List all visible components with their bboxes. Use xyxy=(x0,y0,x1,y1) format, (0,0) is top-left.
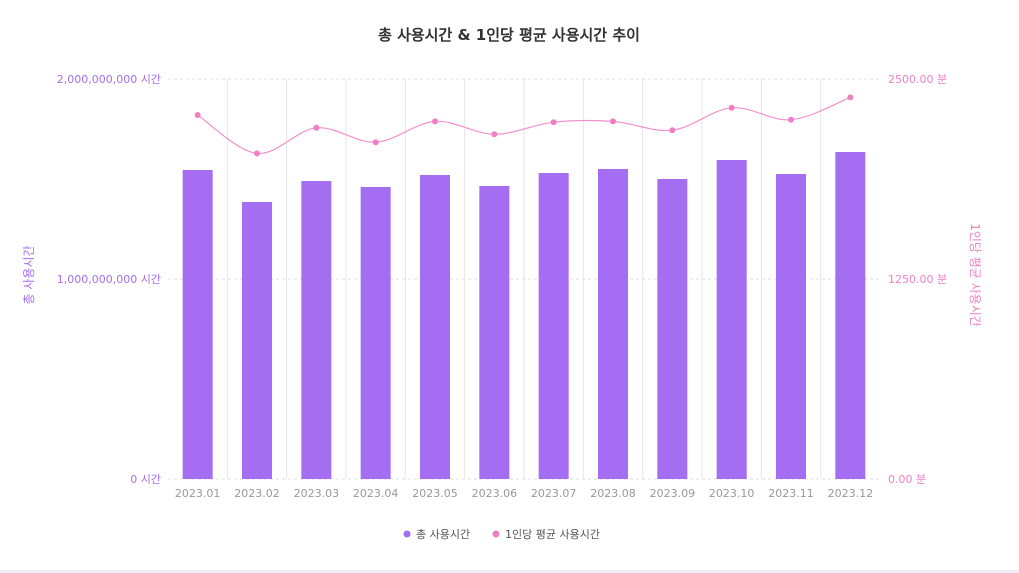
bar-2023.01[interactable] xyxy=(182,170,213,479)
x-tick-label: 2023.04 xyxy=(353,487,399,500)
legend-marker xyxy=(403,530,411,538)
x-tick-label: 2023.07 xyxy=(531,487,577,500)
grid xyxy=(168,78,880,480)
x-tick-label: 2023.02 xyxy=(234,487,280,500)
line-path xyxy=(197,96,851,155)
bar-series xyxy=(182,152,866,479)
x-tick-label: 2023.06 xyxy=(472,487,518,500)
bar-2023.05[interactable] xyxy=(420,175,450,479)
x-tick-label: 2023.03 xyxy=(294,487,340,500)
legend-label: 총 사용시간 xyxy=(416,528,470,541)
bar-2023.09[interactable] xyxy=(657,179,688,479)
y-right-tick-label: 1250.00 분 xyxy=(888,273,947,286)
line-point-2023.02[interactable] xyxy=(254,150,260,157)
line-point-2023.10[interactable] xyxy=(728,104,735,111)
bar-2023.04[interactable] xyxy=(360,187,391,479)
chart-title: 총 사용시간 & 1인당 평균 사용시간 추이 xyxy=(378,26,640,44)
line-point-2023.07[interactable] xyxy=(550,119,557,126)
line-point-2023.12[interactable] xyxy=(847,94,854,101)
axes: 0 시간 1,000,000,000 시간 2,000,000,000 시간 0.00… xyxy=(57,73,947,500)
line-point-2023.01[interactable] xyxy=(194,112,201,118)
x-tick-label: 2023.01 xyxy=(175,487,221,500)
line-point-2023.09[interactable] xyxy=(669,127,676,134)
y-left-tick-label: 0 시간 xyxy=(130,473,161,486)
line-point-2023.08[interactable] xyxy=(610,118,616,125)
y-left-tick-label: 2,000,000,000 시간 xyxy=(57,73,161,86)
bar-2023.03[interactable] xyxy=(301,181,332,479)
x-tick-label: 2023.11 xyxy=(768,487,814,500)
legend-item-0[interactable]: 총 사용시간 xyxy=(403,528,471,541)
x-tick-label: 2023.09 xyxy=(650,487,696,500)
bar-2023.12[interactable] xyxy=(835,152,866,479)
line-series xyxy=(194,94,854,157)
bar-2023.10[interactable] xyxy=(716,160,747,479)
line-point-2023.06[interactable] xyxy=(491,131,498,138)
line-point-2023.05[interactable] xyxy=(432,118,438,125)
bar-2023.08[interactable] xyxy=(598,169,628,479)
bar-2023.06[interactable] xyxy=(479,186,510,479)
bottom-divider xyxy=(0,570,1019,573)
bar-2023.11[interactable] xyxy=(776,174,806,479)
bar-2023.02[interactable] xyxy=(242,202,272,479)
legend-item-1[interactable]: 1인당 평균 사용시간 xyxy=(492,528,600,541)
y-right-tick-label: 0.00 분 xyxy=(888,473,926,486)
line-point-2023.04[interactable] xyxy=(372,139,379,146)
legend-label: 1인당 평균 사용시간 xyxy=(505,528,600,541)
x-tick-label: 2023.05 xyxy=(412,487,458,500)
line-point-2023.03[interactable] xyxy=(313,124,320,131)
legend-marker xyxy=(492,530,500,538)
x-tick-label: 2023.12 xyxy=(828,487,874,500)
x-tick-label: 2023.10 xyxy=(709,487,755,500)
bar-2023.07[interactable] xyxy=(538,173,569,479)
y-right-tick-label: 2500.00 분 xyxy=(888,73,947,86)
y-axis-left-label: 총 사용시간 xyxy=(22,245,36,304)
y-left-tick-label: 1,000,000,000 시간 xyxy=(57,273,161,286)
x-tick-label: 2023.08 xyxy=(590,487,636,500)
legend: 총 사용시간 1인당 평균 사용시간 xyxy=(403,528,600,541)
y-axis-right-label: 1인당 평균 사용시간 xyxy=(968,223,982,327)
line-point-2023.11[interactable] xyxy=(788,116,794,123)
